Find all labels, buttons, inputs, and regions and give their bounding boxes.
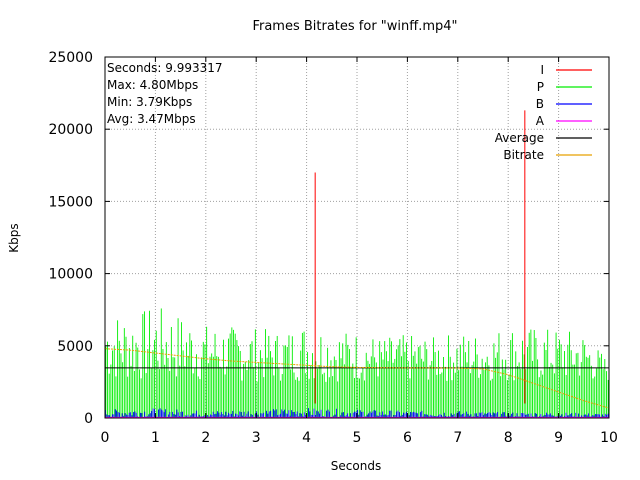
y-tick-label: 25000 [48,50,93,66]
x-tick-label: 9 [554,430,563,446]
info-line: Avg: 3.47Mbps [107,112,196,126]
x-tick-label: 7 [453,430,462,446]
legend-label: I [540,63,544,77]
legend-label: Average [495,131,544,145]
x-tick-label: 6 [403,430,412,446]
y-tick-label: 5000 [57,339,93,355]
y-tick-label: 15000 [48,194,93,210]
x-tick-label: 4 [302,430,311,446]
bitrate-line [104,348,609,409]
x-tick-label: 8 [504,430,513,446]
y-tick-label: 20000 [48,122,93,138]
x-tick-label: 3 [252,430,261,446]
info-line: Seconds: 9.993317 [107,61,223,75]
axis-ticks: 0 1 2 3 4 5 6 7 8 9 10 0 5000 10000 15000 20000 25000 [48,50,617,446]
x-axis-label: Seconds [331,459,381,473]
x-tick-label: 2 [201,430,210,446]
legend-label: B [536,97,544,111]
y-tick-label: 0 [84,411,93,427]
y-tick-label: 10000 [48,267,93,283]
chart-title: Frames Bitrates for "winff.mp4" [252,19,457,34]
plot-area [104,110,609,418]
info-line: Min: 3.79Kbps [107,95,192,109]
legend-label: Bitrate [503,148,544,162]
info-line: Max: 4.80Mbps [107,78,198,92]
y-axis-label: Kbps [7,223,21,252]
x-tick-label: 0 [101,430,110,446]
legend-label: P [537,80,544,94]
x-tick-label: 10 [600,430,618,446]
x-tick-label: 5 [353,430,362,446]
x-tick-label: 1 [151,430,160,446]
legend-label: A [536,114,545,128]
info-box: Seconds: 9.993317 Max: 4.80Mbps Min: 3.79K… [107,61,223,126]
